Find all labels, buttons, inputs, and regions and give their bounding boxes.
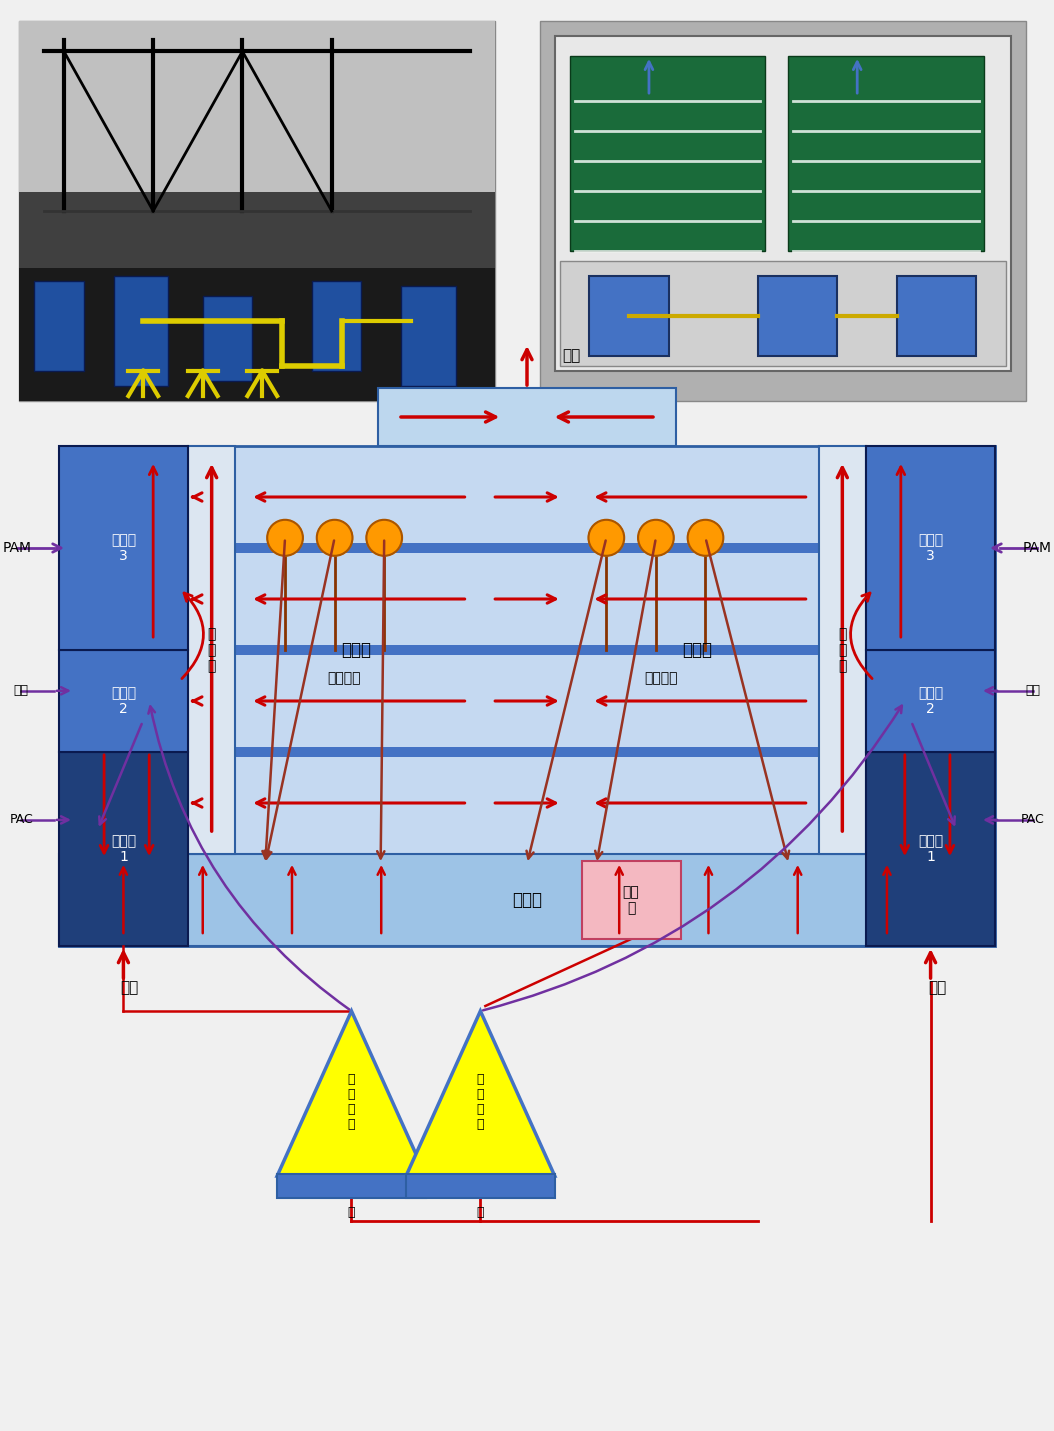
FancyBboxPatch shape [19,192,495,268]
Text: 回流污泥: 回流污泥 [644,671,678,685]
Text: PAC: PAC [9,813,33,826]
Text: 进水: 进水 [121,980,139,996]
FancyBboxPatch shape [819,446,866,854]
FancyBboxPatch shape [114,276,168,386]
FancyBboxPatch shape [554,36,1011,371]
Text: 回流污泥: 回流污泥 [328,671,362,685]
FancyBboxPatch shape [758,276,837,356]
Text: 反应区
1: 反应区 1 [918,834,943,864]
FancyBboxPatch shape [277,1173,426,1198]
FancyBboxPatch shape [540,21,1026,401]
FancyBboxPatch shape [59,650,188,753]
FancyBboxPatch shape [866,753,995,946]
FancyBboxPatch shape [312,280,362,371]
Text: 机: 机 [348,1205,355,1219]
Polygon shape [406,1010,554,1176]
Text: 磁粉: 磁粉 [14,684,28,697]
FancyBboxPatch shape [59,753,188,946]
Text: PAC: PAC [1021,813,1045,826]
Circle shape [638,519,674,555]
FancyBboxPatch shape [202,296,252,381]
FancyBboxPatch shape [378,388,676,446]
Text: 出
水
渠: 出 水 渠 [208,627,216,673]
Polygon shape [277,1010,426,1176]
FancyBboxPatch shape [19,21,495,401]
Text: 反应区
1: 反应区 1 [111,834,136,864]
FancyBboxPatch shape [866,446,995,650]
Circle shape [367,519,402,555]
Text: PAM: PAM [3,541,32,555]
FancyBboxPatch shape [406,1173,554,1198]
Text: 反应区
3: 反应区 3 [111,532,136,564]
FancyBboxPatch shape [59,854,995,946]
FancyBboxPatch shape [897,276,976,356]
Circle shape [317,519,352,555]
Text: 出水: 出水 [563,349,581,363]
Text: 磁粉: 磁粉 [1026,684,1040,697]
FancyBboxPatch shape [582,861,681,939]
Text: 进水: 进水 [928,980,946,996]
Text: PAM: PAM [1022,541,1051,555]
FancyBboxPatch shape [787,56,983,250]
Text: 机: 机 [476,1205,484,1219]
FancyBboxPatch shape [589,276,669,356]
FancyBboxPatch shape [560,260,1006,366]
FancyBboxPatch shape [402,286,455,386]
FancyBboxPatch shape [19,268,495,401]
Text: 磁
分
离
机: 磁 分 离 机 [348,1073,355,1130]
FancyBboxPatch shape [59,446,995,946]
Text: 沉淀区: 沉淀区 [341,641,371,660]
Text: 出
水
渠: 出 水 渠 [838,627,846,673]
FancyBboxPatch shape [19,21,495,192]
FancyBboxPatch shape [59,446,188,650]
FancyBboxPatch shape [866,650,995,753]
FancyBboxPatch shape [188,446,235,854]
FancyBboxPatch shape [59,645,995,655]
Text: 沉淀区: 沉淀区 [683,641,713,660]
Text: 反应区
3: 反应区 3 [918,532,943,564]
FancyBboxPatch shape [569,56,765,250]
Text: 污泥
池: 污泥 池 [623,884,640,914]
Text: 反应区
2: 反应区 2 [918,685,943,716]
FancyBboxPatch shape [59,542,995,552]
Circle shape [268,519,302,555]
FancyBboxPatch shape [59,747,995,757]
Text: 进水区: 进水区 [512,892,542,909]
Circle shape [687,519,723,555]
Text: 磁
分
离
机: 磁 分 离 机 [476,1073,484,1130]
Text: 反应区
2: 反应区 2 [111,685,136,716]
FancyBboxPatch shape [34,280,83,371]
Circle shape [588,519,624,555]
